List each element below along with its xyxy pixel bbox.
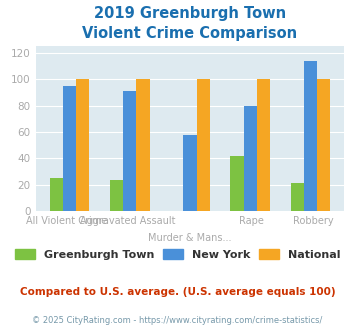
Text: Compared to U.S. average. (U.S. average equals 100): Compared to U.S. average. (U.S. average …	[20, 287, 335, 297]
Text: Murder & Mans...: Murder & Mans...	[148, 233, 232, 243]
Bar	[183, 135, 197, 211]
Bar	[136, 79, 149, 211]
Bar	[244, 106, 257, 211]
Legend: Greenburgh Town, New York, National: Greenburgh Town, New York, National	[10, 245, 345, 264]
Bar	[50, 178, 63, 211]
Bar	[63, 86, 76, 211]
Text: All Violent Crime: All Violent Crime	[26, 216, 107, 226]
Text: Aggravated Assault: Aggravated Assault	[80, 216, 176, 226]
Bar	[110, 180, 123, 211]
Bar	[304, 61, 317, 211]
Bar	[76, 79, 89, 211]
Bar	[123, 91, 136, 211]
Title: 2019 Greenburgh Town
Violent Crime Comparison: 2019 Greenburgh Town Violent Crime Compa…	[82, 6, 297, 41]
Bar	[257, 79, 270, 211]
Text: © 2025 CityRating.com - https://www.cityrating.com/crime-statistics/: © 2025 CityRating.com - https://www.city…	[32, 315, 323, 325]
Bar	[290, 183, 304, 211]
Bar	[230, 156, 244, 211]
Text: Rape: Rape	[239, 216, 264, 226]
Bar	[197, 79, 210, 211]
Text: Robbery: Robbery	[293, 216, 334, 226]
Bar	[317, 79, 330, 211]
